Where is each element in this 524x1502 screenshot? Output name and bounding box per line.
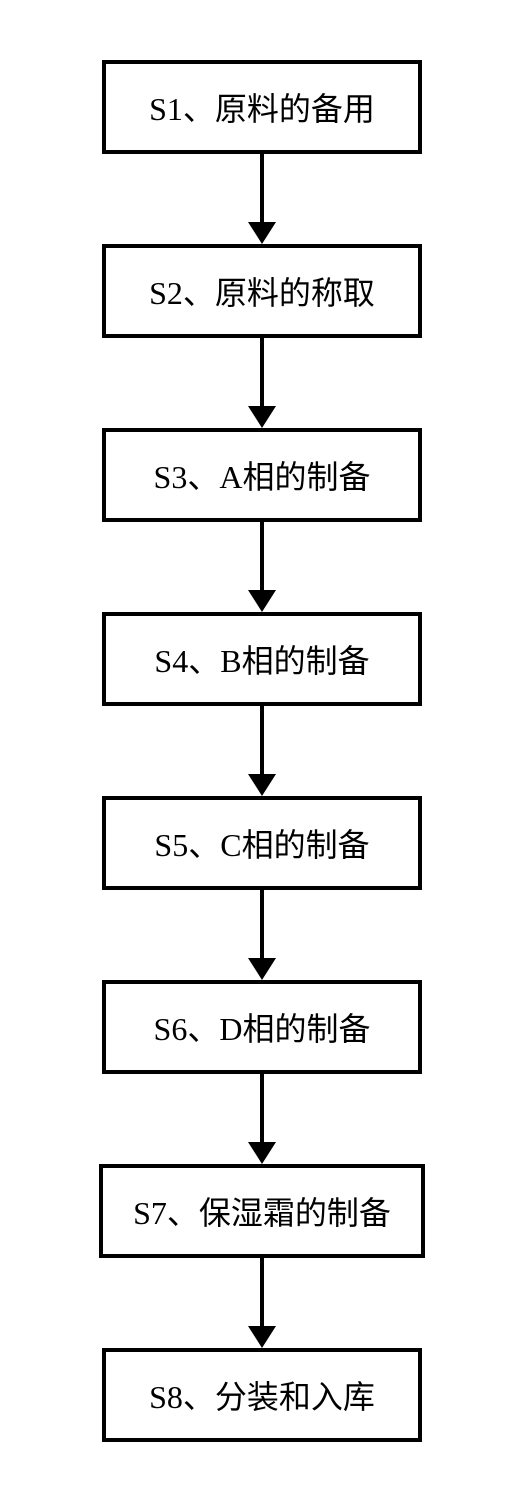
- step-label: S5、C相的制备: [154, 827, 369, 863]
- arrow-line: [260, 522, 264, 592]
- arrow-icon: [248, 522, 276, 612]
- arrow-head: [248, 222, 276, 244]
- arrow-icon: [248, 1258, 276, 1348]
- arrow-line: [260, 890, 264, 960]
- flowchart-container: S1、原料的备用 S2、原料的称取 S3、A相的制备 S4、B相的制备 S5、C…: [0, 0, 524, 1502]
- arrow-icon: [248, 338, 276, 428]
- step-box-s4: S4、B相的制备: [102, 612, 422, 706]
- step-label: S4、B相的制备: [154, 643, 369, 679]
- step-label: S2、原料的称取: [149, 275, 375, 311]
- step-label: S1、原料的备用: [149, 91, 375, 127]
- arrow-icon: [248, 1074, 276, 1164]
- arrow-line: [260, 338, 264, 408]
- arrow-head: [248, 774, 276, 796]
- arrow-line: [260, 1258, 264, 1328]
- step-label: S7、保湿霜的制备: [133, 1195, 391, 1231]
- step-box-s7: S7、保湿霜的制备: [99, 1164, 425, 1258]
- step-box-s2: S2、原料的称取: [102, 244, 422, 338]
- step-box-s5: S5、C相的制备: [102, 796, 422, 890]
- arrow-icon: [248, 154, 276, 244]
- step-box-s1: S1、原料的备用: [102, 60, 422, 154]
- arrow-line: [260, 706, 264, 776]
- step-label: S6、D相的制备: [154, 1011, 371, 1047]
- arrow-icon: [248, 890, 276, 980]
- arrow-head: [248, 590, 276, 612]
- arrow-line: [260, 1074, 264, 1144]
- arrow-head: [248, 958, 276, 980]
- step-box-s3: S3、A相的制备: [102, 428, 422, 522]
- step-box-s6: S6、D相的制备: [102, 980, 422, 1074]
- step-label: S8、分装和入库: [149, 1379, 375, 1415]
- arrow-head: [248, 406, 276, 428]
- arrow-head: [248, 1326, 276, 1348]
- arrow-head: [248, 1142, 276, 1164]
- step-label: S3、A相的制备: [154, 459, 371, 495]
- arrow-line: [260, 154, 264, 224]
- step-box-s8: S8、分装和入库: [102, 1348, 422, 1442]
- arrow-icon: [248, 706, 276, 796]
